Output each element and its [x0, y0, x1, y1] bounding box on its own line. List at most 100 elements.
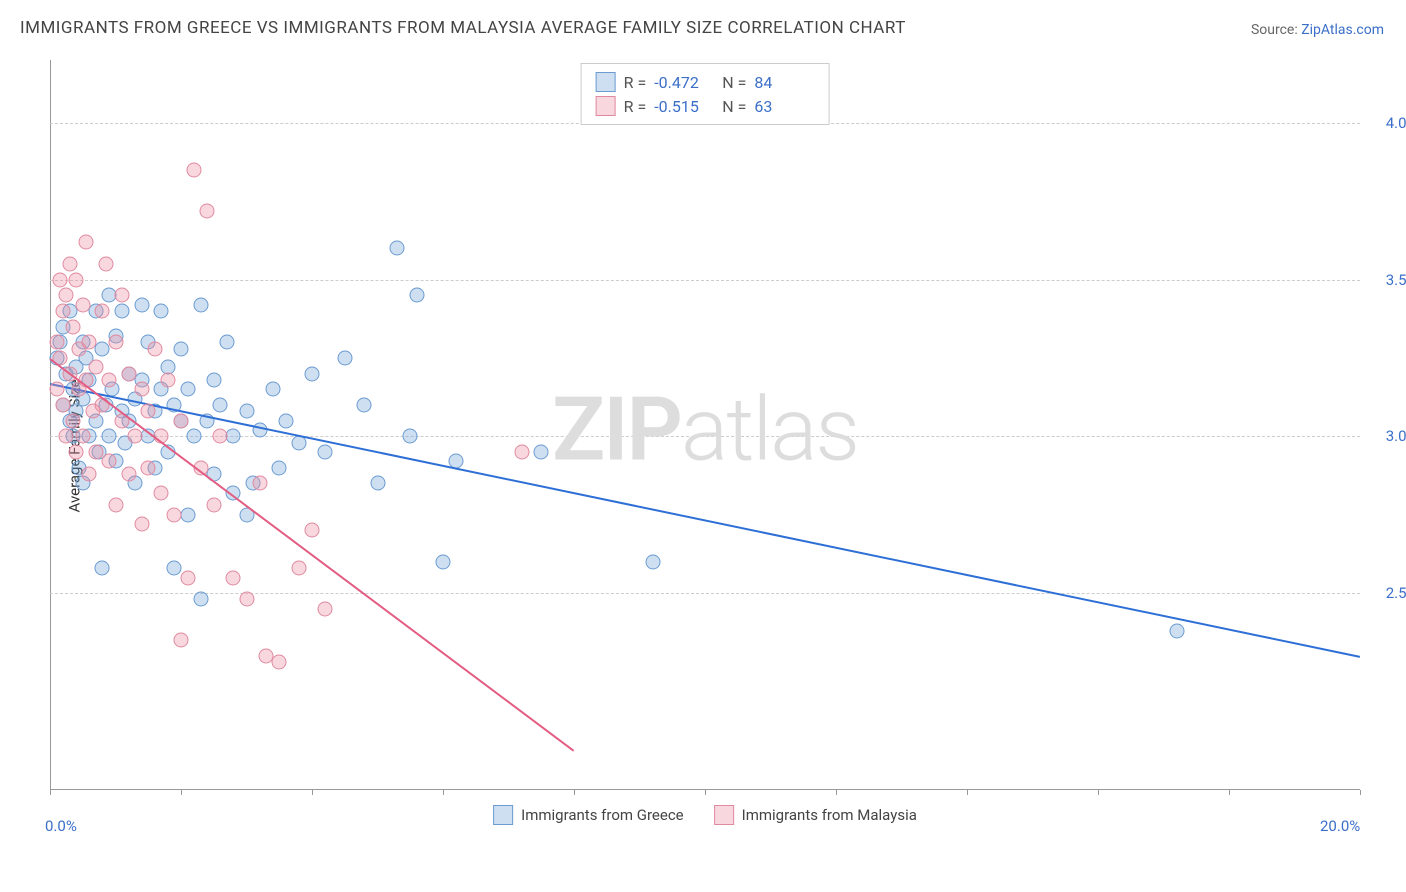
scatter-point: [154, 303, 169, 318]
x-tick-mark: [443, 790, 444, 795]
scatter-point: [409, 288, 424, 303]
r-label: R =: [624, 73, 647, 92]
scatter-point: [370, 476, 385, 491]
scatter-point: [75, 297, 90, 312]
scatter-point: [101, 429, 116, 444]
scatter-point: [206, 498, 221, 513]
scatter-point: [318, 601, 333, 616]
scatter-point: [213, 429, 228, 444]
scatter-point: [167, 507, 182, 522]
r-value-malaysia: -0.515: [654, 97, 714, 116]
scatter-point: [69, 272, 84, 287]
x-tick-mark: [312, 790, 313, 795]
n-label: N =: [722, 73, 746, 92]
scatter-point: [390, 241, 405, 256]
scatter-point: [82, 467, 97, 482]
source-attribution: Source: ZipAtlas.com: [1251, 22, 1384, 38]
chart-title: IMMIGRANTS FROM GREECE VS IMMIGRANTS FRO…: [20, 18, 906, 38]
scatter-point: [75, 429, 90, 444]
scatter-point: [134, 517, 149, 532]
stats-row-greece: R = -0.472 N = 84: [596, 70, 815, 94]
scatter-point: [121, 467, 136, 482]
scatter-point: [115, 303, 130, 318]
scatter-point: [252, 476, 267, 491]
scatter-point: [265, 382, 280, 397]
scatter-point: [98, 256, 113, 271]
legend-item-greece: Immigrants from Greece: [493, 805, 684, 825]
scatter-point: [403, 429, 418, 444]
scatter-point: [62, 256, 77, 271]
scatter-point: [95, 561, 110, 576]
legend-item-malaysia: Immigrants from Malaysia: [714, 805, 917, 825]
legend-label-malaysia: Immigrants from Malaysia: [742, 806, 917, 824]
scatter-point: [239, 404, 254, 419]
source-label: Source:: [1251, 22, 1301, 38]
legend-label-greece: Immigrants from Greece: [521, 806, 684, 824]
scatter-point: [108, 335, 123, 350]
scatter-point: [180, 382, 195, 397]
r-value-greece: -0.472: [654, 73, 714, 92]
scatter-point: [79, 234, 94, 249]
x-tick-mark: [1098, 790, 1099, 795]
gridline-h: [50, 436, 1360, 437]
scatter-point: [193, 592, 208, 607]
scatter-point: [160, 372, 175, 387]
scatter-point: [187, 162, 202, 177]
y-tick-label: 4.00: [1386, 114, 1406, 132]
chart-plot-area: 2.503.003.504.000.0%20.0% ZIPatlas R = -…: [50, 60, 1360, 830]
scatter-point: [337, 350, 352, 365]
n-value-greece: 84: [754, 73, 814, 92]
scatter-point: [121, 366, 136, 381]
scatter-point: [95, 303, 110, 318]
x-tick-mark: [705, 790, 706, 795]
x-tick-mark: [181, 790, 182, 795]
x-tick-mark: [967, 790, 968, 795]
scatter-point: [272, 460, 287, 475]
scatter-point: [200, 203, 215, 218]
scatter-point: [193, 297, 208, 312]
scatter-point: [514, 445, 529, 460]
scatter-point: [65, 319, 80, 334]
scatter-point: [101, 454, 116, 469]
scatter-point: [226, 570, 241, 585]
scatter-point: [56, 398, 71, 413]
series-legend: Immigrants from Greece Immigrants from M…: [493, 805, 917, 825]
scatter-point: [52, 272, 67, 287]
n-label: N =: [722, 97, 746, 116]
scatter-point: [278, 413, 293, 428]
swatch-greece: [493, 805, 513, 825]
x-tick-mark: [1229, 790, 1230, 795]
scatter-point: [187, 429, 202, 444]
scatter-point: [108, 498, 123, 513]
scatter-point: [147, 341, 162, 356]
scatter-point: [291, 561, 306, 576]
scatter-point: [88, 360, 103, 375]
scatter-point: [357, 398, 372, 413]
scatter-point: [305, 523, 320, 538]
scatter-point: [239, 592, 254, 607]
x-tick-mark: [1360, 790, 1361, 795]
scatter-point: [141, 404, 156, 419]
n-value-malaysia: 63: [754, 97, 814, 116]
swatch-malaysia: [596, 96, 616, 116]
scatter-point: [134, 382, 149, 397]
scatter-point: [272, 655, 287, 670]
scatter-point: [65, 413, 80, 428]
scatter-point: [141, 460, 156, 475]
scatter-point: [82, 335, 97, 350]
y-tick-label: 2.50: [1386, 584, 1406, 602]
scatter-point: [1169, 623, 1184, 638]
x-tick-label: 20.0%: [1320, 817, 1360, 835]
scatter-point: [115, 288, 130, 303]
x-tick-mark: [574, 790, 575, 795]
scatter-point: [167, 561, 182, 576]
scatter-point: [101, 372, 116, 387]
scatter-point: [88, 445, 103, 460]
x-tick-mark: [836, 790, 837, 795]
source-link[interactable]: ZipAtlas.com: [1301, 22, 1384, 38]
scatter-point: [180, 570, 195, 585]
gridline-h: [50, 280, 1360, 281]
scatter-point: [59, 429, 74, 444]
scatter-point: [49, 335, 64, 350]
scatter-point: [305, 366, 320, 381]
